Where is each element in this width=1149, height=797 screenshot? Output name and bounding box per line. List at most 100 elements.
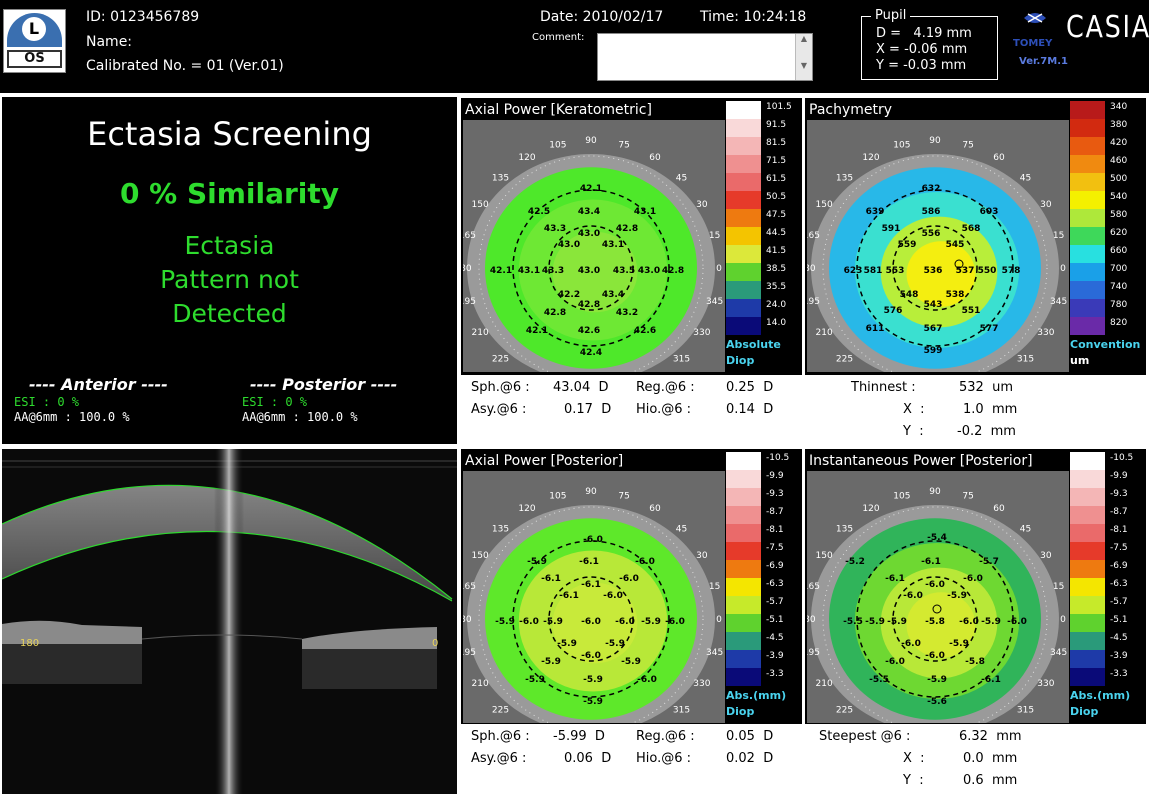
angle-label: 120	[518, 504, 535, 514]
scale-label: -8.1	[1110, 525, 1128, 535]
angle-label: 60	[993, 153, 1005, 163]
map-value: 43.2	[616, 308, 638, 318]
scale-swatch	[726, 578, 761, 596]
ectasia-screening-panel: Ectasia Screening 0 % Similarity Ectasia…	[2, 97, 457, 444]
map-value: 42.4	[580, 348, 602, 358]
scale-label: 14.0	[766, 318, 787, 328]
angle-label: 15	[1053, 231, 1064, 241]
angle-label: 180	[463, 264, 472, 274]
instantaneous-power-posterior-map[interactable]: Instantaneous Power [Posterior] 90 75 60 45…	[805, 449, 1146, 724]
map-value: 556	[922, 229, 941, 239]
angle-label: 105	[893, 491, 910, 501]
map-value: -6.0	[581, 617, 601, 627]
degree-tick-ring	[822, 506, 1048, 723]
pachymetry-map[interactable]: Pachymetry 90756045301503453303153002852…	[805, 98, 1146, 375]
scale-swatch	[1070, 542, 1105, 560]
angle-label: 90	[929, 136, 941, 146]
scale-label: -5.7	[1110, 597, 1128, 607]
map-value: -6.0	[901, 639, 921, 649]
scale-swatch	[1070, 119, 1105, 137]
scale-swatch	[726, 209, 761, 227]
map-value: 43.4	[578, 207, 600, 217]
steepest-label: Steepest @6 :	[819, 729, 911, 744]
oct-marker-0: 0	[432, 638, 439, 649]
map-value: -5.2	[845, 557, 865, 567]
scale-label: 91.5	[766, 120, 787, 130]
sph-value: 43.04 D	[553, 380, 609, 395]
map-value: 43.0	[578, 229, 600, 239]
patient-name: Name:	[86, 34, 133, 50]
map-value: 42.8	[578, 300, 600, 310]
angle-label: 165	[807, 582, 820, 592]
calibrated-number: Calibrated No. = 01 (Ver.01)	[86, 58, 284, 74]
map-value: -6.0	[925, 651, 945, 661]
topography-map-image: 9075604530150345330315300285270255240225…	[807, 120, 1069, 372]
sph-label: Sph.@6 :	[471, 380, 530, 395]
angle-label: 315	[673, 706, 690, 716]
map-value: -5.9	[583, 675, 603, 685]
map-value: 623	[844, 266, 863, 276]
stats-anterior-pachymetry: Sph.@6 : 43.04 D Reg.@6 : 0.25 D Asy.@6 …	[461, 376, 1146, 446]
result-line-3: Detected	[172, 299, 287, 328]
map-value: -5.6	[927, 697, 947, 707]
steepest-point-marker	[932, 604, 942, 614]
comment-scrollbar[interactable]: ▲ ▼	[795, 34, 812, 80]
topography-map-image: 9075604530150345330315300285270255240225…	[463, 120, 725, 372]
scale-label: 820	[1110, 318, 1128, 328]
comment-textarea[interactable]: ▲ ▼	[597, 33, 813, 81]
scale-swatch	[1070, 227, 1105, 245]
map-value: -5.9	[525, 675, 545, 685]
scale-swatch	[726, 632, 761, 650]
angle-label: 105	[549, 491, 566, 501]
map-value: -6.0	[519, 617, 539, 627]
scale-swatch	[726, 470, 761, 488]
angle-label: 30	[696, 200, 708, 210]
sph-value: -5.99 D	[553, 729, 605, 744]
anterior-aa: AA@6mm : 100.0 %	[14, 410, 130, 424]
scale-swatch	[726, 317, 761, 335]
angle-label: 195	[807, 648, 820, 658]
scale-swatch	[726, 488, 761, 506]
scale-label: 540	[1110, 192, 1128, 202]
scale-swatch	[1070, 524, 1105, 542]
pupil-y: Y = -0.03 mm	[876, 58, 967, 73]
oct-cross-section[interactable]: 180 0	[2, 449, 457, 794]
scale-label: -6.9	[766, 561, 784, 571]
scale-label: 81.5	[766, 138, 787, 148]
steepest-value: 6.32 mm	[959, 729, 1022, 744]
angle-label: 135	[492, 524, 509, 534]
scale-swatch	[726, 524, 761, 542]
scale-label: 780	[1110, 300, 1128, 310]
map-unit: um	[1070, 354, 1090, 367]
hio-value: 0.14 D	[726, 402, 774, 417]
axial-power-keratometric-map[interactable]: Axial Power [Keratometric] 90 75 60 45 30 15 0…	[461, 98, 802, 375]
map-value: -5.9	[949, 639, 969, 649]
angle-label: 330	[1037, 679, 1054, 689]
tomey-logo-icon	[1024, 13, 1046, 23]
angle-label: 0	[1060, 615, 1066, 625]
color-scale-legend: -10.5 -9.9 -9.3 -8.7 -8.1 -7.5 -6.9 -6.3 -5.7 -5.…	[1070, 452, 1142, 687]
angle-label: 15	[1053, 582, 1064, 592]
map-value: -5.9	[865, 617, 885, 627]
map-value: 559	[898, 240, 917, 250]
angle-label: 75	[962, 491, 973, 501]
reg-label: Reg.@6 :	[636, 380, 695, 395]
scale-label: -8.1	[766, 525, 784, 535]
scale-label: 24.0	[766, 300, 787, 310]
angle-label: 90	[929, 487, 941, 497]
angle-label: 0	[716, 264, 722, 274]
scale-swatch	[726, 245, 761, 263]
anterior-heading: ---- Anterior ----	[29, 375, 168, 394]
pupil-diameter: D = 4.19 mm	[876, 26, 972, 41]
scale-swatch	[1070, 452, 1105, 470]
map-value: 42.8	[662, 266, 684, 276]
reg-value: 0.25 D	[726, 380, 774, 395]
steepest-x-label: X :	[903, 751, 925, 766]
scale-swatch	[1070, 578, 1105, 596]
scale-swatch	[1070, 173, 1105, 191]
map-value: 591	[882, 224, 901, 234]
map-unit-type: Abs.(mm)	[726, 689, 787, 702]
map-title: Pachymetry	[809, 102, 893, 118]
scale-label: -6.9	[1110, 561, 1128, 571]
axial-power-posterior-map[interactable]: Axial Power [Posterior] 90 75 60 45 30 15 0 345…	[461, 449, 802, 724]
